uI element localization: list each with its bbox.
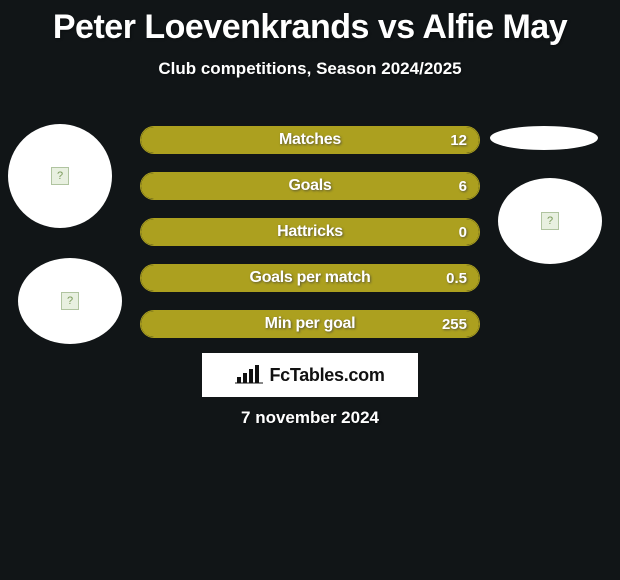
placeholder-icon: ? (541, 212, 559, 230)
brand-badge: FcTables.com (202, 353, 418, 397)
date-label: 7 november 2024 (0, 408, 620, 428)
page-title: Peter Loevenkrands vs Alfie May (0, 0, 620, 47)
stat-value: 12 (450, 127, 467, 153)
stat-row-goals-per-match: Goals per match 0.5 (140, 264, 480, 292)
stat-value: 0 (459, 219, 467, 245)
stat-label: Goals per match (141, 265, 479, 291)
stat-row-min-per-goal: Min per goal 255 (140, 310, 480, 338)
stat-value: 6 (459, 173, 467, 199)
stat-label: Matches (141, 127, 479, 153)
decorative-ellipse (490, 126, 598, 150)
page-subtitle: Club competitions, Season 2024/2025 (0, 59, 620, 79)
stat-row-hattricks: Hattricks 0 (140, 218, 480, 246)
stat-label: Hattricks (141, 219, 479, 245)
stat-row-matches: Matches 12 (140, 126, 480, 154)
player-avatar-2: ? (18, 258, 122, 344)
stat-row-goals: Goals 6 (140, 172, 480, 200)
player-avatar-3: ? (498, 178, 602, 264)
bar-chart-icon (235, 365, 263, 385)
placeholder-icon: ? (51, 167, 69, 185)
brand-text: FcTables.com (269, 365, 384, 386)
stat-label: Min per goal (141, 311, 479, 337)
stat-value: 255 (442, 311, 467, 337)
stat-value: 0.5 (446, 265, 467, 291)
stat-label: Goals (141, 173, 479, 199)
placeholder-icon: ? (61, 292, 79, 310)
player-avatar-1: ? (8, 124, 112, 228)
stats-container: Matches 12 Goals 6 Hattricks 0 Goals per… (140, 126, 480, 356)
